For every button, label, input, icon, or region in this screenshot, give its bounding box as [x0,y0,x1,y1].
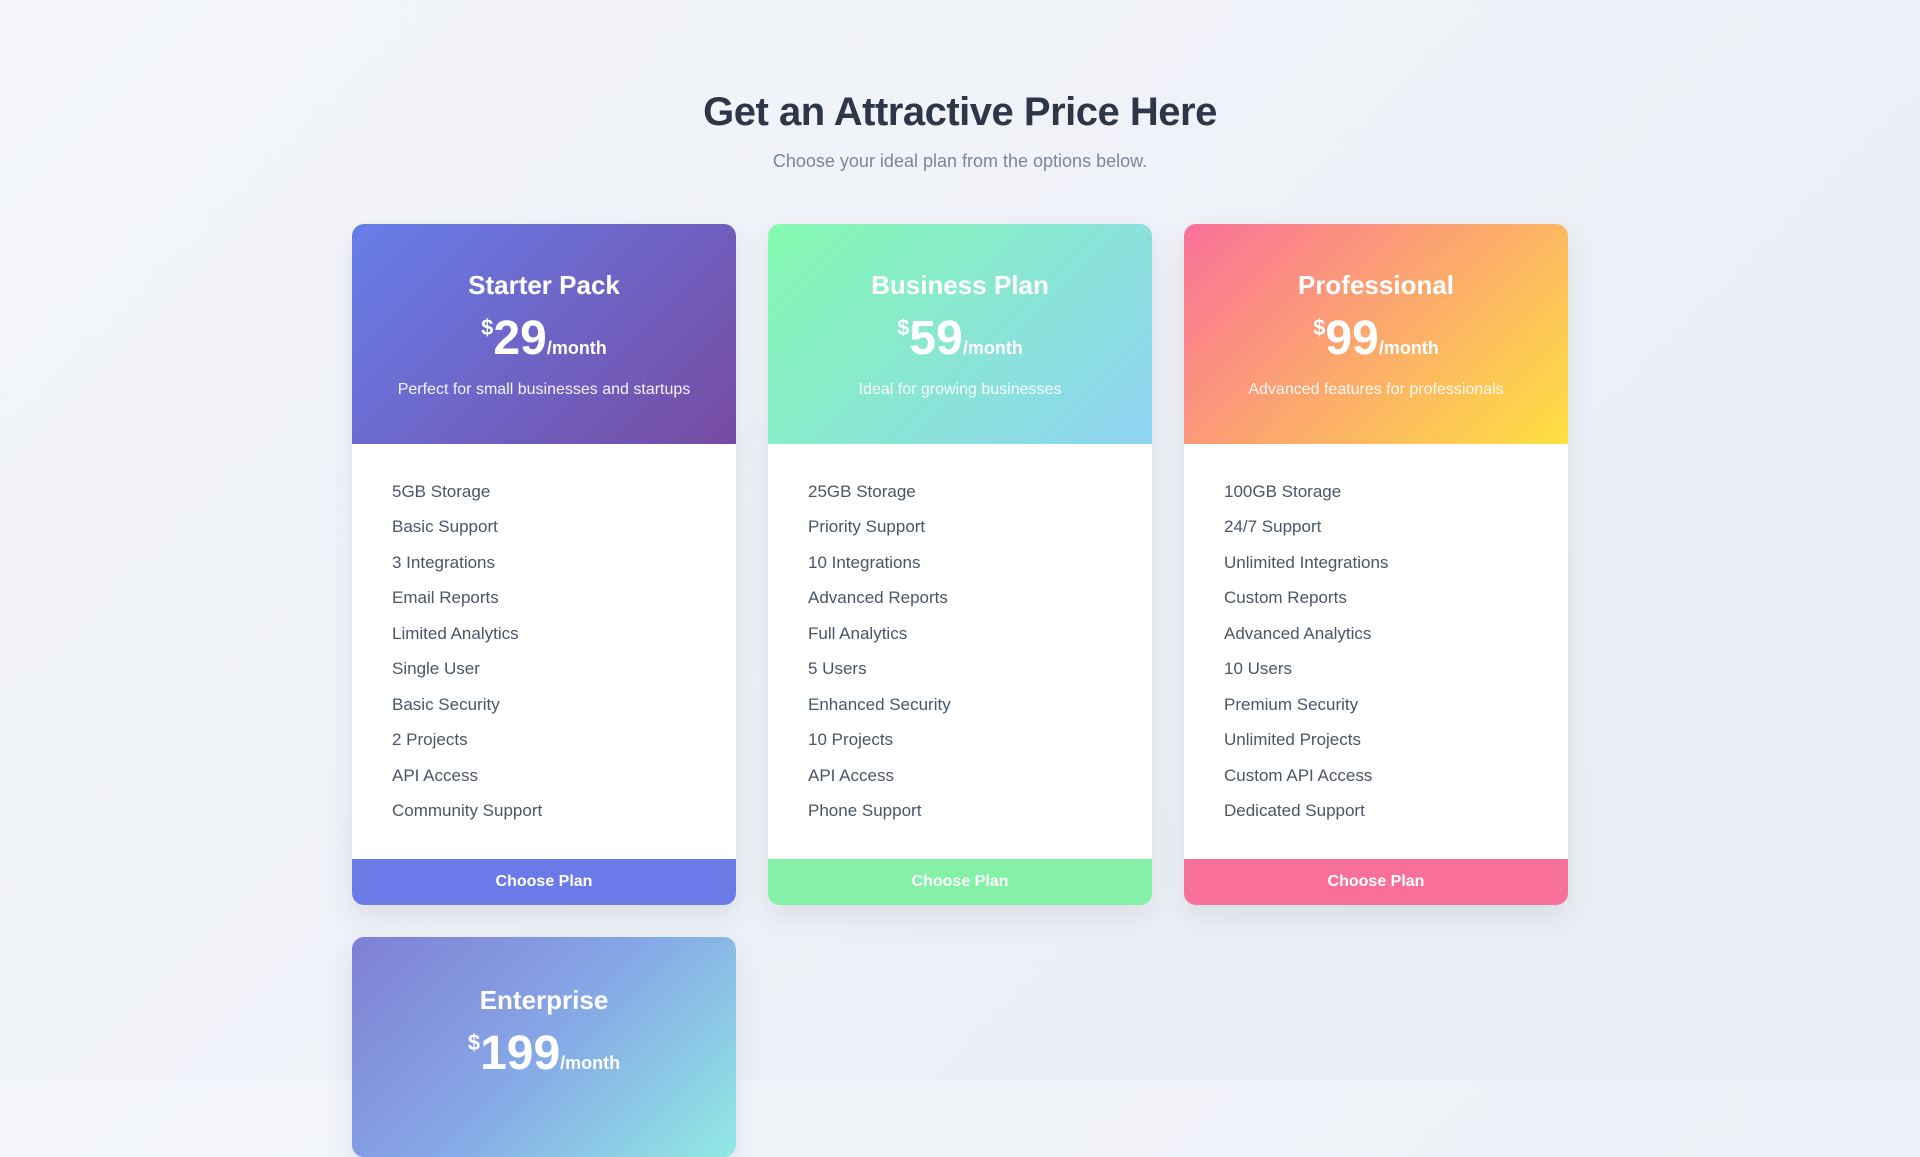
plan-price: $59/month [897,311,1023,365]
feature-item: Unlimited Integrations [1224,552,1389,572]
feature-item: API Access [808,765,894,785]
plan-card-header: Enterprise $199/month [352,937,736,1157]
choose-plan-button[interactable]: Choose Plan [1184,859,1568,905]
feature-item: 25GB Storage [808,481,916,501]
feature-item: 5 Users [808,659,867,679]
plan-name: Enterprise [479,985,609,1015]
feature-item: 100GB Storage [1224,481,1342,501]
plan-card-header: Starter Pack $29/month Perfect for small… [352,224,736,444]
price-amount: 99 [1325,311,1379,365]
feature-item: 3 Integrations [392,552,496,572]
price-amount: 59 [909,311,963,365]
price-amount: 29 [493,311,547,365]
plan-description: Advanced features for professionals [1248,380,1504,398]
feature-item: Advanced Analytics [1224,623,1372,643]
feature-item: Single User [392,659,480,679]
feature-item: Basic Support [392,517,498,537]
choose-plan-button[interactable]: Choose Plan [768,859,1152,905]
price-amount: 199 [480,1027,561,1080]
price-currency: $ [481,314,494,340]
price-period: /month [1378,337,1439,358]
plan-card-professional: Professional $99/month Advanced features… [1184,224,1568,905]
plan-price: $29/month [481,311,607,365]
feature-item: Dedicated Support [1224,801,1365,821]
feature-item: API Access [392,765,478,785]
plan-name: Business Plan [871,269,1049,300]
plan-name: Professional [1297,269,1455,300]
feature-item: Advanced Reports [808,588,948,608]
feature-item: Premium Security [1224,694,1359,714]
feature-item: Community Support [392,801,543,821]
plan-price: $99/month [1313,311,1439,365]
price-currency: $ [897,314,910,340]
price-period: /month [560,1053,621,1073]
price-currency: $ [1313,314,1326,340]
feature-list: 5GB Storage Basic Support 3 Integrations… [352,444,736,859]
choose-plan-button[interactable]: Choose Plan [352,859,736,905]
plan-description: Perfect for small businesses and startup… [397,380,691,398]
price-currency: $ [467,1030,481,1055]
feature-item: 5GB Storage [392,481,491,501]
feature-item: Custom API Access [1224,765,1373,785]
plan-card-header: Professional $99/month Advanced features… [1184,224,1568,444]
feature-item: Limited Analytics [392,623,519,643]
page-subtitle: Choose your ideal plan from the options … [772,151,1148,171]
feature-item: Unlimited Projects [1224,730,1361,750]
feature-item: Phone Support [808,801,922,821]
feature-item: 10 Projects [808,730,894,750]
feature-item: 2 Projects [392,730,468,750]
pricing-grid: Starter Pack $29/month Perfect for small… [352,224,1568,1157]
feature-item: 10 Users [1224,659,1293,679]
feature-item: 24/7 Support [1224,517,1322,537]
price-period: /month [962,337,1023,358]
page-title: Get an Attractive Price Here [703,90,1217,134]
feature-item: Email Reports [392,588,499,608]
feature-item: Basic Security [392,694,500,714]
feature-item: Custom Reports [1224,588,1347,608]
plan-card-header: Business Plan $59/month Ideal for growin… [768,224,1152,444]
plan-card-starter: Starter Pack $29/month Perfect for small… [352,224,736,905]
feature-item: 10 Integrations [808,552,921,572]
plan-price: $199/month [468,1030,620,1078]
feature-item: Enhanced Security [808,694,951,714]
plan-card-business: Business Plan $59/month Ideal for growin… [768,224,1152,905]
feature-list: 100GB Storage 24/7 Support Unlimited Int… [1184,444,1568,859]
plan-name: Starter Pack [468,269,620,300]
price-period: /month [546,337,607,358]
plan-description: Ideal for growing businesses [858,380,1062,398]
feature-item: Priority Support [808,517,926,537]
plan-card-enterprise: Enterprise $199/month [352,937,736,1157]
feature-item: Full Analytics [808,623,908,643]
feature-list: 25GB Storage Priority Support 10 Integra… [768,444,1152,859]
